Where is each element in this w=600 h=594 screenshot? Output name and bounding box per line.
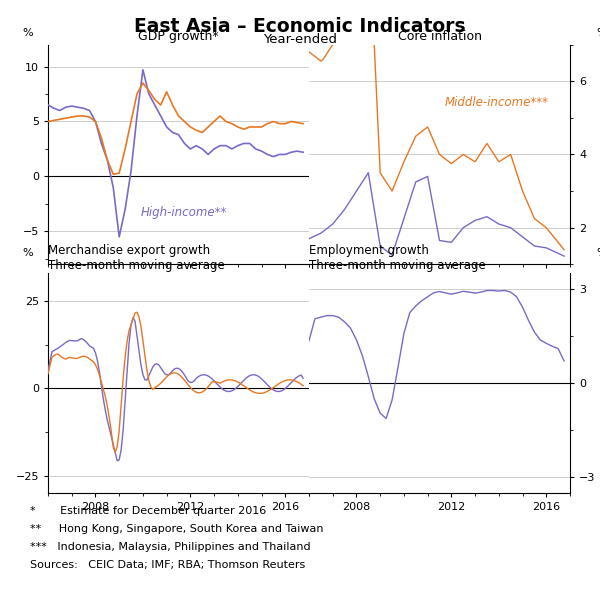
Text: Merchandise export growth
Three-month moving average: Merchandise export growth Three-month mo… — [48, 244, 225, 272]
Text: %: % — [596, 248, 600, 258]
Text: ***   Indonesia, Malaysia, Philippines and Thailand: *** Indonesia, Malaysia, Philippines and… — [30, 542, 311, 552]
Text: Employment growth
Three-month moving average: Employment growth Three-month moving ave… — [309, 244, 486, 272]
Text: Sources:   CEIC Data; IMF; RBA; Thomson Reuters: Sources: CEIC Data; IMF; RBA; Thomson Re… — [30, 560, 305, 570]
Text: Middle-income***: Middle-income*** — [445, 96, 549, 109]
Title: GDP growth*: GDP growth* — [138, 30, 219, 43]
Text: East Asia – Economic Indicators: East Asia – Economic Indicators — [134, 17, 466, 36]
Text: %: % — [22, 28, 32, 38]
Text: **     Hong Kong, Singapore, South Korea and Taiwan: ** Hong Kong, Singapore, South Korea and… — [30, 524, 323, 534]
Text: High-income**: High-income** — [140, 206, 227, 219]
Text: *       Estimate for December quarter 2016: * Estimate for December quarter 2016 — [30, 506, 266, 516]
Text: Year-ended: Year-ended — [263, 33, 337, 46]
Text: %: % — [596, 28, 600, 38]
Text: %: % — [22, 248, 32, 258]
Title: Core inflation: Core inflation — [398, 30, 482, 43]
